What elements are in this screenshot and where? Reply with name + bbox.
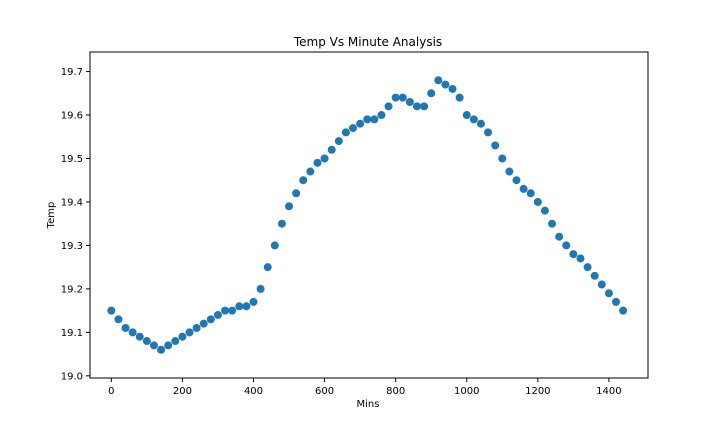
x-axis: 0 200 400 600 800 1000 1200 1400 [108, 378, 622, 397]
data-point [420, 102, 429, 111]
data-point [114, 315, 123, 324]
data-point [455, 93, 464, 102]
data-point [149, 341, 158, 350]
data-point [590, 271, 599, 280]
data-point [498, 154, 507, 163]
y-tick-label: 19.0 [61, 371, 83, 382]
x-tick-label: 1000 [454, 386, 479, 397]
data-point [576, 254, 585, 263]
y-tick-label: 19.1 [61, 328, 83, 339]
data-point [263, 263, 272, 272]
data-point [562, 241, 571, 250]
data-point [612, 297, 621, 306]
data-point [484, 128, 493, 137]
x-tick-label: 600 [315, 386, 334, 397]
data-point [434, 76, 443, 85]
data-point [505, 167, 514, 176]
data-point [157, 345, 166, 354]
y-tick-label: 19.2 [61, 284, 83, 295]
x-axis-label: Mins [357, 399, 380, 410]
data-point [349, 124, 358, 133]
data-point [164, 341, 173, 350]
data-point [583, 263, 592, 272]
data-point [135, 332, 144, 341]
data-point [441, 80, 450, 89]
x-tick-label: 0 [108, 386, 114, 397]
data-point [491, 141, 500, 150]
data-point [448, 84, 457, 93]
y-tick-label: 19.3 [61, 241, 83, 252]
y-axis: 19.0 19.1 19.2 19.3 19.4 19.5 19.6 19.7 [61, 67, 90, 382]
data-point [107, 306, 116, 315]
data-point [334, 137, 343, 146]
data-point [476, 119, 485, 128]
data-point [341, 128, 350, 137]
data-point [121, 324, 130, 333]
data-point [540, 206, 549, 215]
data-point [277, 219, 286, 228]
data-point [313, 158, 322, 167]
data-point [533, 197, 542, 206]
data-point [469, 115, 478, 124]
data-point [370, 115, 379, 124]
data-point [363, 115, 372, 124]
y-tick-label: 19.6 [61, 111, 83, 122]
data-point [597, 280, 606, 289]
data-point [569, 250, 578, 259]
data-point [128, 328, 137, 337]
data-point [512, 176, 521, 185]
data-point [412, 102, 421, 111]
data-point [320, 154, 329, 163]
chart-title: Temp Vs Minute Analysis [293, 35, 442, 49]
x-tick-label: 200 [173, 386, 192, 397]
data-point [462, 111, 471, 120]
data-point [171, 337, 180, 346]
data-point [619, 306, 628, 315]
x-tick-label: 1400 [596, 386, 621, 397]
data-point [548, 219, 557, 228]
data-point [206, 315, 215, 324]
data-point [199, 319, 208, 328]
data-point [292, 189, 301, 198]
data-point [249, 297, 258, 306]
data-point [405, 97, 414, 106]
data-point [192, 324, 201, 333]
data-point [178, 332, 187, 341]
data-point [185, 328, 194, 337]
y-tick-label: 19.7 [61, 67, 83, 78]
data-point [398, 93, 407, 102]
x-tick-label: 400 [244, 386, 263, 397]
data-point [384, 102, 393, 111]
y-axis-label: Temp [46, 202, 57, 230]
data-point [604, 289, 613, 298]
y-tick-label: 19.4 [61, 197, 83, 208]
data-point [427, 89, 436, 98]
data-point [256, 284, 265, 293]
y-tick-label: 19.5 [61, 154, 83, 165]
data-point [526, 189, 535, 198]
data-points [107, 76, 628, 354]
data-point [299, 176, 308, 185]
plot-frame [89, 51, 649, 379]
data-point [555, 232, 564, 241]
data-point [242, 302, 251, 311]
data-point [228, 306, 237, 315]
data-point [306, 167, 315, 176]
data-point [285, 202, 294, 211]
data-point [213, 310, 222, 319]
data-point [142, 337, 151, 346]
data-point [221, 306, 230, 315]
data-point [270, 241, 279, 250]
data-point [377, 111, 386, 120]
x-tick-label: 1200 [525, 386, 550, 397]
data-point [327, 145, 336, 154]
data-point [356, 119, 365, 128]
x-tick-label: 800 [386, 386, 405, 397]
data-point [235, 302, 244, 311]
data-point [391, 93, 400, 102]
data-point [519, 184, 528, 193]
